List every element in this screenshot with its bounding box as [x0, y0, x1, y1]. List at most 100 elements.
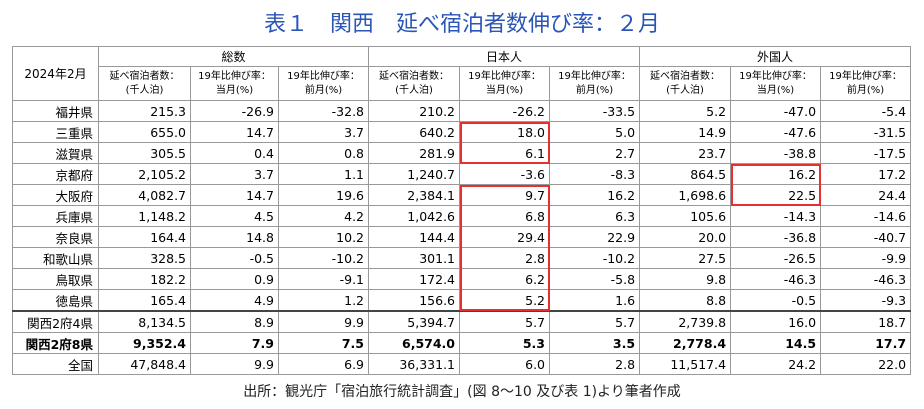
- cell: 5.2: [459, 289, 551, 312]
- cell: -31.5: [820, 121, 912, 143]
- cell: 2,384.1: [368, 184, 461, 206]
- cell: -5.8: [549, 268, 641, 290]
- cell: 7.5: [277, 332, 370, 354]
- cell: 328.5: [98, 247, 191, 269]
- cell: 11,517.4: [639, 353, 732, 375]
- cell: -9.1: [277, 268, 370, 290]
- cell: -8.3: [549, 163, 641, 185]
- cell: 14.9: [639, 121, 732, 143]
- cell: -26.5: [730, 247, 822, 269]
- cell: -26.2: [459, 100, 551, 122]
- cell: 144.4: [368, 226, 461, 248]
- cell: 6,574.0: [368, 332, 461, 354]
- cell: -5.4: [820, 100, 912, 122]
- cell: 0.4: [190, 142, 279, 164]
- group-header: 外国人: [639, 46, 912, 67]
- cell: 6.3: [549, 205, 641, 227]
- row-label: 関西2府4県: [12, 310, 99, 333]
- cell: 1,240.7: [368, 163, 461, 185]
- subheader: 19年比伸び率： 前月(%): [820, 66, 912, 101]
- cell: 5.3: [459, 332, 551, 354]
- data-row: 全国 47,848.4 9.9 6.9 36,331.1 6.0 2.8 11,517.4 24…: [12, 353, 912, 375]
- cell: 2.7: [549, 142, 641, 164]
- cell: 4.9: [190, 289, 279, 312]
- cell: 3.5: [549, 332, 641, 354]
- row-label: 福井県: [12, 100, 99, 122]
- cell: 14.7: [190, 184, 279, 206]
- subheader-line: 前月(%): [846, 84, 885, 96]
- row-label: 三重県: [12, 121, 99, 143]
- cell: 210.2: [368, 100, 461, 122]
- cell: 7.9: [190, 332, 279, 354]
- data-row: 徳島県 165.4 4.9 1.2 156.6 5.2 1.6 8.8 -0.5 -9.3: [12, 289, 912, 312]
- row-label: 京都府: [12, 163, 99, 185]
- cell: 1.2: [277, 289, 370, 312]
- data-row: 兵庫県 1,148.2 4.5 4.2 1,042.6 6.8 6.3 105.6 -14.3-…: [12, 205, 912, 227]
- subheader-line: 当月(%): [756, 84, 795, 96]
- cell: 165.4: [98, 289, 191, 312]
- cell: -3.6: [459, 163, 551, 185]
- row-label: 和歌山県: [12, 247, 99, 269]
- cell: -10.2: [277, 247, 370, 269]
- cell: 17.2: [820, 163, 912, 185]
- subheader-line: 延べ宿泊者数：: [379, 70, 450, 82]
- cell: 6.0: [459, 353, 551, 375]
- cell: 9.9: [190, 353, 279, 375]
- subheader-line: 19年比伸び率：: [558, 70, 631, 82]
- cell: 8.8: [639, 289, 732, 312]
- subheader-line: 延べ宿泊者数：: [109, 70, 180, 82]
- cell: 20.0: [639, 226, 732, 248]
- cell: 22.5: [730, 184, 822, 206]
- cell: 47,848.4: [98, 353, 191, 375]
- cell: 4,082.7: [98, 184, 191, 206]
- footnote: 出所：観光庁「宿泊旅行統計調査」(図 8～10 及び表 1)より筆者作成: [243, 384, 681, 400]
- cell: 14.8: [190, 226, 279, 248]
- cell: 5.7: [459, 310, 551, 333]
- subheader-row: 延べ宿泊者数： (千人泊) 19年比伸び率： 当月(%) 19年比伸び率： 前月(%) 延べ…: [13, 66, 912, 101]
- cell: 164.4: [98, 226, 191, 248]
- subheader-line: (千人泊): [395, 84, 433, 96]
- cell: 156.6: [368, 289, 461, 312]
- cell: 6.1: [459, 142, 551, 164]
- subheader-line: 前月(%): [575, 84, 614, 96]
- cell: -46.3: [730, 268, 822, 290]
- cell: 19.6: [277, 184, 370, 206]
- subheader-line: 前月(%): [304, 84, 343, 96]
- data-row: 三重県 655.0 14.7 3.7 640.2 18.0 5.0 14.9 -47.6 -31.…: [12, 121, 912, 143]
- cell: -32.8: [277, 100, 370, 122]
- cell: -38.8: [730, 142, 822, 164]
- cell: 36,331.1: [368, 353, 461, 375]
- cell: 1.1: [277, 163, 370, 185]
- table-wrap: 2024年2月 総数 日本人 外国人 延べ宿泊者数： (千人泊) 19年比伸び率： 当月(%)…: [12, 46, 912, 375]
- cell: 5,394.7: [368, 310, 461, 333]
- data-row: 大阪府 4,082.7 14.7 19.6 2,384.1 9.7 16.2 1,698.6 2…: [12, 184, 912, 206]
- data-row: 関西2府4県 8,134.5 8.9 9.9 5,394.7 5.7 5.7 2,739.8 1…: [12, 310, 912, 333]
- subheader-line: (千人泊): [125, 84, 164, 96]
- data-row: 京都府 2,105.2 3.7 1.1 1,240.7 -3.6 -8.3 864.5 16.2…: [12, 163, 912, 185]
- subheader: 19年比伸び率： 当月(%): [459, 66, 551, 101]
- row-label: 関西2府8県: [12, 332, 99, 354]
- data-row: 和歌山県 328.5 -0.5 -10.2 301.1 2.8 -10.2 27.5 -26.5…: [12, 247, 912, 269]
- title: 表１ 関西 延べ宿泊者数伸び率：２月: [263, 12, 660, 37]
- cell: 6.9: [277, 353, 370, 375]
- row-label: 奈良県: [12, 226, 99, 248]
- cell: 215.3: [98, 100, 191, 122]
- cell: 3.7: [277, 121, 370, 143]
- cell: 18.7: [820, 310, 912, 333]
- subheader-line: 当月(%): [485, 84, 524, 96]
- subheader-line: 当月(%): [215, 84, 254, 96]
- cell: -10.2: [549, 247, 641, 269]
- row-label: 鳥取県: [12, 268, 99, 290]
- subheader: 19年比伸び率： 前月(%): [549, 66, 641, 101]
- table: 2024年2月 総数 日本人 外国人 延べ宿泊者数： (千人泊) 19年比伸び率： 当月(%)…: [12, 46, 912, 375]
- corner-cell: 2024年2月: [12, 46, 99, 101]
- cell: 22.9: [549, 226, 641, 248]
- cell: 5.0: [549, 121, 641, 143]
- cell: 4.5: [190, 205, 279, 227]
- group-header: 日本人: [368, 46, 641, 67]
- cell: 9.8: [639, 268, 732, 290]
- cell: 5.7: [549, 310, 641, 333]
- cell: -46.3: [820, 268, 912, 290]
- cell: 281.9: [368, 142, 461, 164]
- cell: -0.5: [190, 247, 279, 269]
